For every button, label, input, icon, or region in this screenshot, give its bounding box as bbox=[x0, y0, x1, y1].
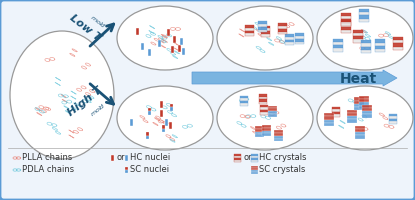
Bar bbox=[332, 107, 339, 109]
Bar bbox=[359, 12, 369, 15]
Bar bbox=[362, 111, 372, 114]
Bar bbox=[160, 110, 163, 117]
Bar bbox=[295, 33, 304, 36]
Bar bbox=[162, 129, 165, 132]
Bar bbox=[259, 102, 267, 104]
Bar bbox=[295, 42, 304, 44]
Bar bbox=[295, 36, 304, 39]
Bar bbox=[353, 30, 363, 33]
Bar bbox=[341, 27, 351, 30]
Bar bbox=[254, 134, 264, 137]
Bar bbox=[393, 47, 403, 50]
Bar bbox=[251, 156, 257, 158]
Bar bbox=[171, 46, 174, 53]
Bar bbox=[361, 47, 371, 50]
Bar bbox=[332, 109, 339, 112]
Bar bbox=[333, 45, 343, 48]
Bar bbox=[251, 166, 257, 168]
Bar bbox=[362, 108, 372, 111]
Bar bbox=[393, 37, 403, 40]
Bar bbox=[259, 94, 267, 97]
Bar bbox=[354, 104, 364, 107]
Bar bbox=[124, 167, 127, 170]
Bar bbox=[347, 119, 357, 123]
Bar bbox=[347, 113, 357, 116]
Bar bbox=[245, 25, 254, 28]
Bar bbox=[295, 39, 304, 42]
Bar bbox=[359, 19, 369, 22]
Bar bbox=[110, 155, 113, 161]
Bar bbox=[262, 131, 271, 133]
Ellipse shape bbox=[217, 6, 313, 70]
Bar bbox=[259, 24, 267, 27]
Bar bbox=[347, 116, 357, 119]
Bar bbox=[165, 119, 168, 126]
Bar bbox=[362, 114, 372, 118]
Bar bbox=[261, 105, 269, 107]
Bar bbox=[353, 39, 363, 43]
Bar bbox=[167, 29, 170, 36]
FancyArrow shape bbox=[192, 70, 397, 86]
Ellipse shape bbox=[317, 86, 413, 150]
Ellipse shape bbox=[117, 86, 213, 150]
Bar bbox=[359, 102, 369, 106]
Bar bbox=[278, 29, 287, 32]
Bar bbox=[389, 116, 397, 119]
Bar bbox=[355, 126, 365, 129]
Bar bbox=[333, 42, 343, 45]
Bar bbox=[170, 104, 173, 107]
Bar bbox=[359, 9, 369, 12]
Bar bbox=[251, 158, 257, 160]
Bar bbox=[341, 22, 351, 26]
Bar bbox=[254, 129, 264, 132]
Bar bbox=[261, 107, 269, 110]
Bar bbox=[278, 23, 287, 26]
Bar bbox=[359, 15, 369, 19]
Bar bbox=[389, 119, 397, 121]
Bar bbox=[251, 172, 257, 174]
Bar bbox=[169, 122, 172, 129]
Bar bbox=[353, 36, 363, 39]
Bar bbox=[355, 135, 365, 139]
Text: HC nuclei: HC nuclei bbox=[130, 154, 170, 162]
Bar bbox=[178, 45, 181, 52]
Bar bbox=[389, 114, 397, 116]
Bar bbox=[245, 31, 254, 33]
Text: PDLA chains: PDLA chains bbox=[22, 166, 74, 174]
Bar bbox=[259, 30, 267, 32]
Bar bbox=[148, 108, 151, 111]
Bar bbox=[333, 39, 343, 42]
Bar bbox=[240, 103, 248, 106]
Text: Low T: Low T bbox=[68, 13, 103, 43]
Bar bbox=[259, 99, 267, 102]
Bar bbox=[259, 21, 267, 24]
Bar bbox=[324, 123, 334, 126]
Bar bbox=[245, 28, 254, 31]
Bar bbox=[261, 28, 270, 31]
Text: SC nuclei: SC nuclei bbox=[130, 166, 169, 174]
Bar bbox=[268, 106, 277, 108]
Bar bbox=[354, 97, 364, 101]
Text: $_{mold}$: $_{mold}$ bbox=[88, 101, 108, 119]
Bar bbox=[240, 98, 248, 101]
Bar bbox=[160, 101, 163, 108]
Bar bbox=[136, 28, 139, 35]
Bar bbox=[341, 20, 351, 24]
Bar bbox=[393, 40, 403, 43]
Bar bbox=[254, 132, 264, 134]
Bar bbox=[234, 160, 241, 162]
Bar bbox=[162, 125, 165, 129]
Ellipse shape bbox=[10, 31, 114, 159]
Bar bbox=[142, 43, 144, 50]
Bar bbox=[332, 112, 339, 114]
Bar bbox=[251, 170, 257, 172]
Bar bbox=[341, 30, 351, 33]
Bar bbox=[375, 43, 385, 46]
Bar bbox=[361, 43, 371, 47]
Bar bbox=[268, 114, 277, 117]
Bar bbox=[251, 154, 257, 156]
Text: High T: High T bbox=[66, 86, 104, 118]
Text: HC crystals: HC crystals bbox=[259, 154, 307, 162]
Bar bbox=[361, 40, 371, 43]
